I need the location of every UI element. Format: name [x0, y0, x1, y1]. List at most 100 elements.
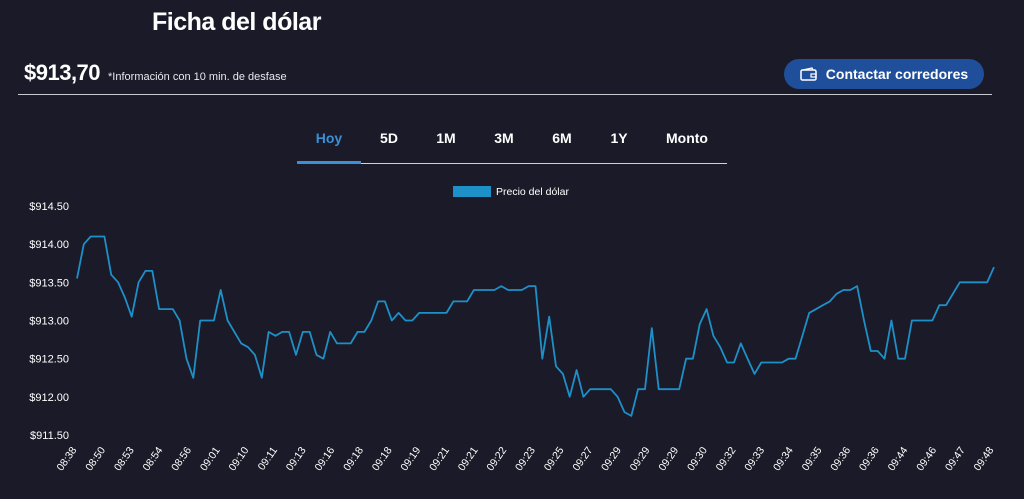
data-point [890, 319, 892, 321]
data-point [678, 388, 680, 390]
data-point [459, 300, 461, 302]
tab-monto[interactable]: Monto [666, 130, 708, 146]
data-point [911, 319, 913, 321]
data-point [849, 289, 851, 291]
contact-brokers-label: Contactar corredores [825, 66, 969, 82]
y-tick-label: $912.00 [29, 392, 69, 404]
price-line-chart: Precio del dólar $911.50 $912.00 $912.50 $91… [29, 186, 997, 474]
data-point [788, 358, 790, 360]
x-tick-label: 09:13 [284, 445, 309, 474]
data-point [486, 289, 488, 291]
contact-brokers-button[interactable]: Contactar corredores [784, 59, 984, 89]
data-point [500, 285, 502, 287]
data-point [924, 319, 926, 321]
x-tick-label: 09:44 [886, 445, 911, 474]
data-point [96, 235, 98, 237]
data-point [178, 319, 180, 321]
data-point [480, 289, 482, 291]
data-point [343, 342, 345, 344]
header-divider [18, 94, 992, 95]
data-point [603, 388, 605, 390]
data-point [254, 354, 256, 356]
data-point [172, 308, 174, 310]
data-point [521, 289, 523, 291]
y-tick-label: $913.50 [29, 277, 69, 289]
x-tick-label: 09:36 [857, 445, 882, 474]
data-point [514, 289, 516, 291]
data-point [959, 281, 961, 283]
tab-5d[interactable]: 5D [380, 130, 398, 146]
data-point [185, 358, 187, 360]
data-point [117, 281, 119, 283]
x-tick-label: 09:33 [742, 445, 767, 474]
data-point [110, 274, 112, 276]
data-point [144, 270, 146, 272]
data-point [397, 312, 399, 314]
data-point [76, 277, 78, 279]
data-point [897, 358, 899, 360]
data-point [569, 396, 571, 398]
data-point [233, 331, 235, 333]
tab-hoy[interactable]: Hoy [297, 118, 361, 164]
data-point [131, 316, 133, 318]
data-point [165, 308, 167, 310]
data-point [616, 396, 618, 398]
data-point [267, 331, 269, 333]
x-tick-label: 09:16 [312, 445, 337, 474]
data-point [329, 331, 331, 333]
data-point [712, 335, 714, 337]
data-point [220, 289, 222, 291]
data-point [124, 296, 126, 298]
data-point [822, 304, 824, 306]
data-point [835, 293, 837, 295]
data-point [760, 361, 762, 363]
x-tick-label: 09:29 [599, 445, 624, 474]
x-tick-label: 09:27 [570, 445, 595, 474]
data-point [781, 361, 783, 363]
data-point [767, 361, 769, 363]
data-point [699, 323, 701, 325]
data-point [938, 304, 940, 306]
x-tick-label: 09:36 [828, 445, 853, 474]
y-tick-label: $914.50 [29, 201, 69, 213]
data-point [384, 300, 386, 302]
data-point [582, 396, 584, 398]
y-tick-label: $912.50 [29, 354, 69, 366]
data-point [103, 235, 105, 237]
x-tick-label: 09:19 [398, 445, 423, 474]
legend-swatch [453, 186, 491, 197]
data-point [863, 319, 865, 321]
x-tick-label: 09:23 [513, 445, 538, 474]
tab-3m[interactable]: 3M [494, 130, 514, 146]
current-price: $913,70 [24, 60, 101, 85]
data-point [883, 358, 885, 360]
x-tick-label: 09:18 [370, 445, 395, 474]
data-point [945, 304, 947, 306]
price-delay-note: *Información con 10 min. de desfase [108, 71, 287, 83]
data-point [206, 319, 208, 321]
data-point [658, 388, 660, 390]
x-tick-label: 08:56 [169, 445, 194, 474]
data-point [507, 289, 509, 291]
data-point [247, 346, 249, 348]
data-point [281, 331, 283, 333]
data-point [774, 361, 776, 363]
data-point [801, 335, 803, 337]
x-tick-label: 09:29 [656, 445, 681, 474]
tab-1m[interactable]: 1M [436, 130, 456, 146]
data-point [274, 335, 276, 337]
data-point [651, 327, 653, 329]
x-tick-label: 09:48 [972, 445, 997, 474]
data-point [993, 266, 995, 268]
x-tick-label: 09:30 [685, 445, 710, 474]
x-tick-label: 08:50 [83, 445, 108, 474]
data-point [671, 388, 673, 390]
x-tick-label: 09:11 [256, 445, 281, 473]
tab-1y[interactable]: 1Y [610, 130, 628, 146]
tab-6m[interactable]: 6M [552, 130, 572, 146]
data-point [705, 308, 707, 310]
x-tick-label: 09:32 [714, 445, 739, 474]
data-point [726, 361, 728, 363]
data-point [548, 316, 550, 318]
data-point [589, 388, 591, 390]
